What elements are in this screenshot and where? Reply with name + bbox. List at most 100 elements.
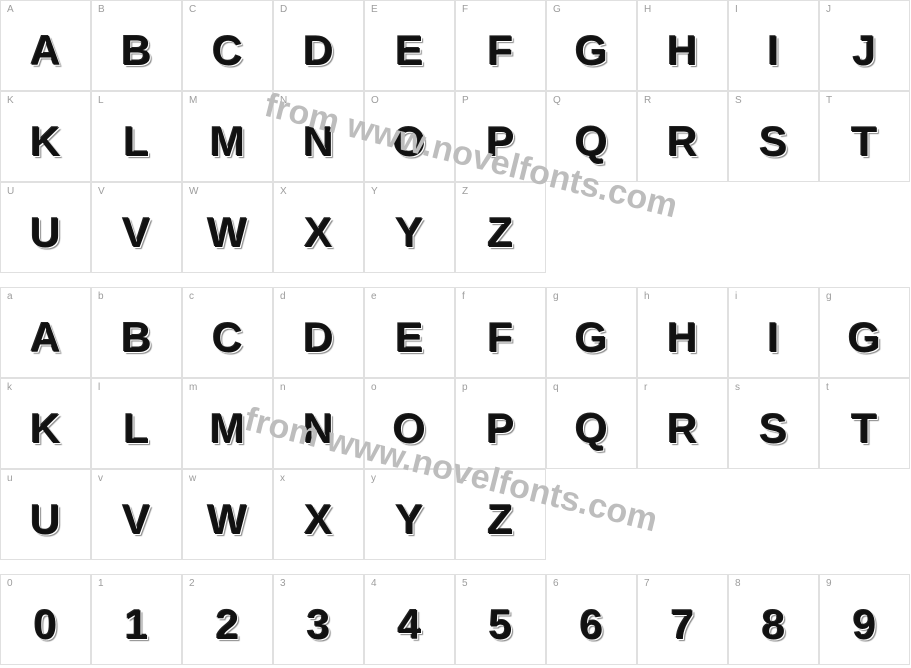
- glyph: C: [212, 30, 242, 72]
- glyph-wrap: H: [644, 15, 721, 86]
- glyph-cell-label: Z: [462, 187, 539, 197]
- glyph-wrap: P: [462, 106, 539, 177]
- glyph-wrap: B: [98, 15, 175, 86]
- glyph-cell-label: 2: [189, 579, 266, 589]
- glyph-cell-label: A: [7, 5, 84, 15]
- glyph-cell-label: c: [189, 292, 266, 302]
- glyph-wrap: G: [553, 15, 630, 86]
- glyph: R: [667, 408, 697, 450]
- glyph-wrap: D: [280, 302, 357, 373]
- glyph-cell-label: 0: [7, 579, 84, 589]
- glyph-row: uUvVwWxXyYzZ: [0, 469, 911, 560]
- glyph-cell: cC: [182, 287, 273, 378]
- glyph: G: [575, 30, 608, 72]
- glyph: G: [848, 317, 881, 359]
- glyph-cell-label: w: [189, 474, 266, 484]
- section-gap: [0, 560, 911, 574]
- glyph-wrap: C: [189, 15, 266, 86]
- glyph-cell: 22: [182, 574, 273, 665]
- glyph-cell-label: D: [280, 5, 357, 15]
- glyph: T: [852, 408, 878, 450]
- glyph: E: [395, 30, 423, 72]
- glyph-wrap: Y: [371, 484, 448, 555]
- glyph-wrap: L: [98, 106, 175, 177]
- glyph-cell: YY: [364, 182, 455, 273]
- glyph-cell: pP: [455, 378, 546, 469]
- glyph-wrap: 4: [371, 589, 448, 660]
- glyph: Y: [395, 499, 423, 541]
- glyph-cell-label: o: [371, 383, 448, 393]
- glyph-cell: 55: [455, 574, 546, 665]
- glyph: E: [395, 317, 423, 359]
- glyph: N: [303, 408, 333, 450]
- glyph: 1: [125, 604, 148, 646]
- glyph-cell: vV: [91, 469, 182, 560]
- glyph-row: aAbBcCdDeEfFgGhHiIgG: [0, 287, 911, 378]
- glyph-wrap: Z: [462, 484, 539, 555]
- glyph-cell: uU: [0, 469, 91, 560]
- glyph-wrap: G: [553, 302, 630, 373]
- glyph-row: KKLLMMNNOOPPQQRRSSTT: [0, 91, 911, 182]
- glyph-cell: QQ: [546, 91, 637, 182]
- glyph-cell-label: f: [462, 292, 539, 302]
- glyph: Y: [395, 212, 423, 254]
- glyph-cell-label: g: [553, 292, 630, 302]
- glyph-wrap: V: [98, 484, 175, 555]
- glyph-wrap: Z: [462, 197, 539, 268]
- glyph: N: [303, 121, 333, 163]
- glyph-wrap: F: [462, 15, 539, 86]
- glyph: P: [486, 121, 514, 163]
- glyph-wrap: 7: [644, 589, 721, 660]
- glyph-cell-label: X: [280, 187, 357, 197]
- glyph-cell-label: G: [553, 5, 630, 15]
- glyph-wrap: W: [189, 484, 266, 555]
- glyph-cell-label: H: [644, 5, 721, 15]
- glyph-cell-label: R: [644, 96, 721, 106]
- glyph: 0: [34, 604, 57, 646]
- glyph-cell-label: F: [462, 5, 539, 15]
- glyph-cell-label: B: [98, 5, 175, 15]
- glyph-cell: CC: [182, 0, 273, 91]
- glyph-wrap: D: [280, 15, 357, 86]
- glyph-cell: tT: [819, 378, 910, 469]
- glyph-wrap: A: [7, 15, 84, 86]
- glyph-cell-label: 8: [735, 579, 812, 589]
- glyph-cell: KK: [0, 91, 91, 182]
- glyph-wrap: L: [98, 393, 175, 464]
- glyph-wrap: M: [189, 106, 266, 177]
- glyph-wrap: 2: [189, 589, 266, 660]
- glyph-wrap: S: [735, 393, 812, 464]
- glyph-wrap: 1: [98, 589, 175, 660]
- glyph-row: kKlLmMnNoOpPqQrRsStT: [0, 378, 911, 469]
- glyph-cell-label: s: [735, 383, 812, 393]
- glyph: X: [304, 212, 332, 254]
- glyph-cell-label: 7: [644, 579, 721, 589]
- glyph-wrap: 6: [553, 589, 630, 660]
- glyph-cell-label: V: [98, 187, 175, 197]
- glyph-cell: kK: [0, 378, 91, 469]
- glyph-cell: HH: [637, 0, 728, 91]
- glyph-cell: 99: [819, 574, 910, 665]
- glyph-cell-label: 6: [553, 579, 630, 589]
- glyph: M: [210, 121, 245, 163]
- glyph-cell-label: 4: [371, 579, 448, 589]
- glyph-cell-label: J: [826, 5, 903, 15]
- glyph-cell-label: q: [553, 383, 630, 393]
- glyph-wrap: R: [644, 106, 721, 177]
- glyph-cell: hH: [637, 287, 728, 378]
- glyph-cell: 66: [546, 574, 637, 665]
- glyph-wrap: C: [189, 302, 266, 373]
- glyph-wrap: H: [644, 302, 721, 373]
- glyph-cell-label: T: [826, 96, 903, 106]
- glyph-wrap: R: [644, 393, 721, 464]
- glyph-wrap: O: [371, 106, 448, 177]
- glyph-cell-label: 3: [280, 579, 357, 589]
- glyph: O: [393, 121, 426, 163]
- section-gap: [0, 273, 911, 287]
- glyph-cell-label: u: [7, 474, 84, 484]
- glyph-wrap: Q: [553, 393, 630, 464]
- glyph: Q: [575, 121, 608, 163]
- glyph-wrap: M: [189, 393, 266, 464]
- glyph-wrap: F: [462, 302, 539, 373]
- glyph: F: [488, 30, 514, 72]
